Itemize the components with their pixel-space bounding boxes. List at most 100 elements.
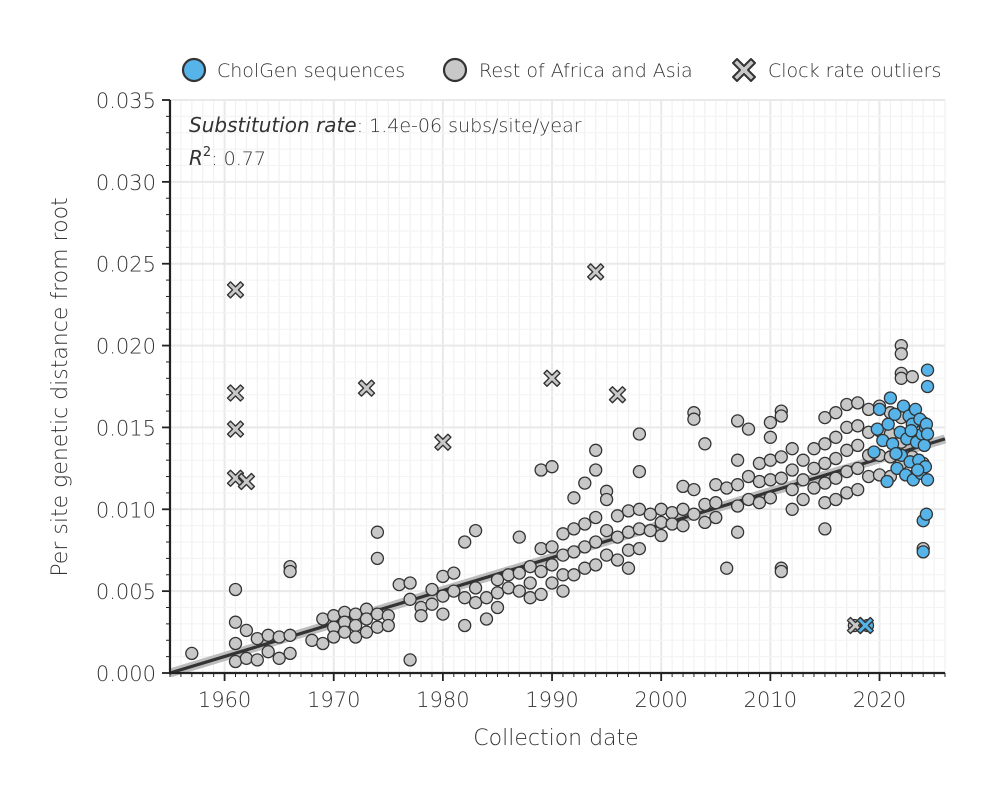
africa-asia-point (567, 545, 581, 559)
africa-asia-point (741, 492, 756, 507)
x-axis-ticks: 1960 1970 1980 1990 2000 2010 2020 (169, 673, 946, 712)
y-tick-label: 0.025 (96, 253, 156, 277)
africa-asia-point (490, 600, 505, 615)
africa-asia-point (840, 420, 854, 435)
y-tick-label: 0.010 (96, 498, 156, 522)
africa-asia-point (774, 471, 788, 485)
africa-asia-point (490, 573, 505, 587)
africa-asia-point (829, 451, 843, 466)
cholgen-point (904, 424, 918, 438)
africa-asia-point (337, 625, 352, 639)
africa-asia-point (796, 492, 810, 507)
cholgen-point (883, 391, 898, 405)
africa-asia-point (851, 482, 865, 497)
y-tick-label: 0.030 (96, 171, 156, 195)
africa-asia-point (796, 453, 810, 467)
cholgen-point (916, 545, 930, 559)
substitution-rate-label: Substitution rate (189, 113, 357, 137)
africa-asia-point (774, 564, 788, 579)
africa-asia-point (305, 633, 319, 647)
africa-asia-point (468, 523, 483, 538)
africa-asia-point (840, 397, 854, 412)
africa-asia-point (589, 558, 603, 572)
africa-asia-point (185, 646, 199, 661)
x-tick-label: 1980 (416, 688, 469, 712)
africa-asia-point (774, 450, 788, 464)
africa-asia-point (534, 541, 548, 556)
africa-asia-point (763, 491, 778, 505)
africa-asia-point (643, 507, 657, 521)
y-tick-label: 0.035 (96, 89, 156, 113)
africa-asia-point (348, 607, 363, 621)
outlier-point (434, 433, 452, 451)
africa-asia-point (283, 564, 297, 579)
outlier-point (856, 616, 874, 635)
africa-asia-point (807, 461, 821, 476)
africa-asia-point (512, 566, 526, 580)
africa-asia-point (468, 595, 483, 610)
legend-item-rest: Rest of Africa and Asia (442, 57, 693, 83)
africa-asia-point (709, 496, 723, 510)
cholgen-point (920, 473, 935, 487)
africa-asia-point (687, 507, 701, 521)
cholgen-point (867, 445, 881, 459)
cholgen-point (896, 399, 911, 413)
africa-asia-point (228, 654, 243, 669)
africa-asia-point (818, 437, 832, 451)
africa-asia-point (425, 597, 439, 611)
substitution-rate-annotation: Substitution rate: 1.4e-06 subs/site/yea… (189, 113, 582, 137)
africa-asia-point (687, 482, 701, 497)
africa-asia-point (283, 628, 297, 642)
africa-asia-point (851, 419, 865, 433)
africa-asia-point (621, 504, 636, 518)
africa-asia-point (272, 651, 286, 665)
africa-asia-point (730, 499, 745, 513)
x-tick-label: 2000 (634, 688, 687, 712)
africa-asia-point (316, 636, 330, 651)
africa-asia-point (578, 540, 592, 554)
legend-label-rest: Rest of Africa and Asia (479, 60, 693, 82)
africa-asia-point (741, 422, 756, 436)
africa-asia-point (665, 505, 679, 520)
africa-asia-point (752, 456, 767, 471)
africa-asia-point (763, 430, 778, 444)
africa-asia-point (698, 497, 712, 512)
africa-asia-point (763, 415, 778, 430)
africa-asia-point (621, 561, 636, 575)
series-3 (856, 616, 874, 635)
africa-asia-point (698, 515, 712, 530)
legend-label-cholgen: CholGen sequences (217, 60, 405, 82)
cholgen-point (919, 507, 934, 521)
africa-asia-point (348, 630, 363, 644)
africa-asia-point (589, 463, 603, 477)
legend: CholGen sequences Rest of Africa and Asi… (181, 57, 941, 83)
legend-marker-x-icon (732, 58, 756, 82)
africa-asia-point (250, 631, 264, 646)
africa-asia-point (610, 553, 625, 567)
africa-asia-point (479, 591, 494, 605)
africa-asia-point (599, 523, 614, 538)
africa-asia-point (730, 478, 745, 492)
africa-asia-point (818, 496, 832, 510)
series-2 (226, 263, 865, 635)
africa-asia-point (556, 548, 570, 562)
africa-asia-point (392, 577, 406, 592)
africa-asia-point (490, 586, 505, 600)
africa-asia-point (654, 502, 668, 516)
legend-marker-circle-grey (442, 57, 468, 83)
data-points (185, 263, 935, 669)
africa-asia-point (807, 442, 821, 456)
africa-asia-point (545, 460, 559, 474)
series-1 (185, 338, 930, 669)
africa-asia-point (272, 630, 286, 644)
africa-asia-point (239, 651, 254, 665)
africa-asia-point (370, 551, 385, 566)
africa-asia-point (818, 456, 832, 471)
africa-asia-point (632, 502, 647, 516)
africa-asia-point (676, 479, 690, 494)
annotation: Substitution rate: 1.4e-06 subs/site/yea… (189, 113, 582, 170)
africa-asia-point (479, 612, 494, 626)
africa-asia-point (632, 427, 647, 441)
africa-asia-point (381, 618, 395, 633)
